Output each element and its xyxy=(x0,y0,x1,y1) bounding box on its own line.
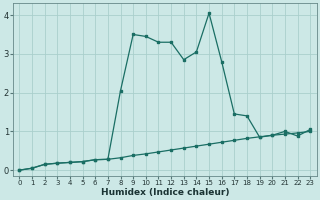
X-axis label: Humidex (Indice chaleur): Humidex (Indice chaleur) xyxy=(100,188,229,197)
